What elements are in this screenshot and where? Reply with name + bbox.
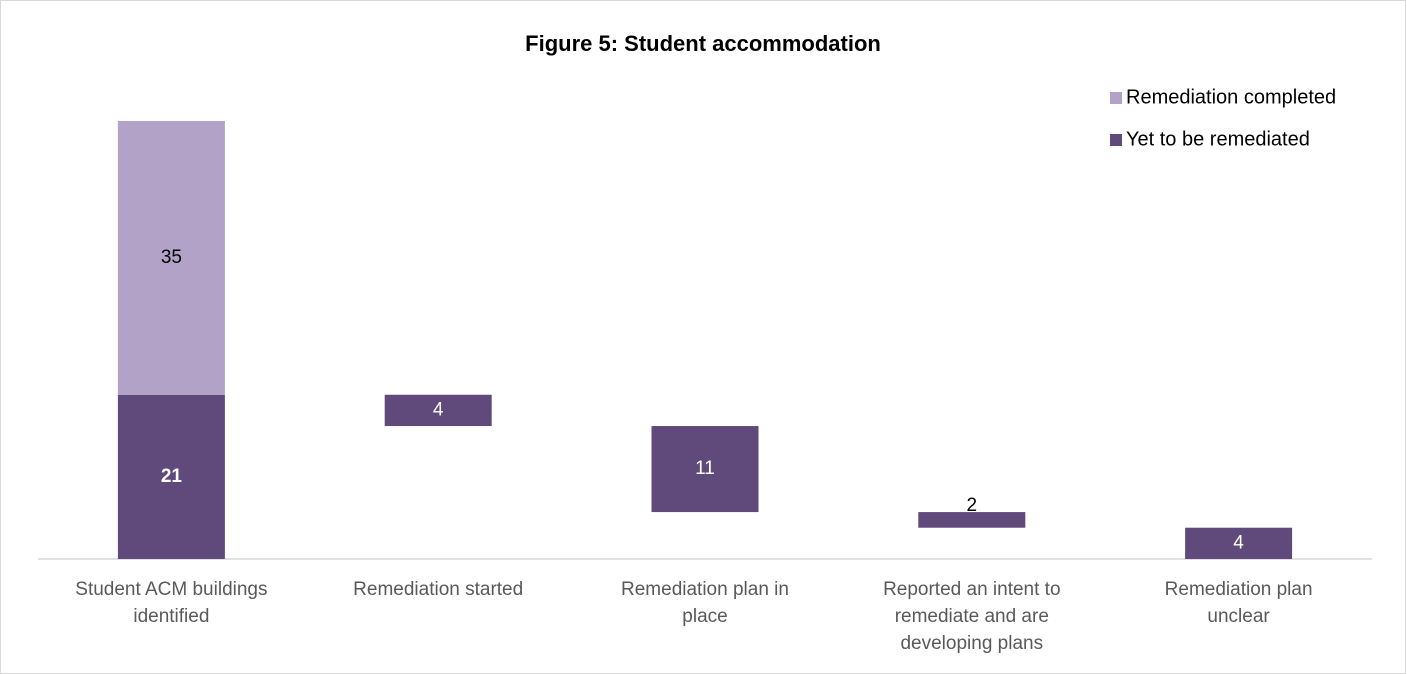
x-tick-label: Remediation started xyxy=(353,579,524,600)
bar xyxy=(918,512,1026,528)
data-label: 4 xyxy=(433,399,444,420)
data-label: 21 xyxy=(161,466,183,487)
legend-label: Remediation completed xyxy=(1126,86,1336,108)
data-label: 4 xyxy=(1233,532,1244,553)
x-tick-label: Reported an intent to remediate and are … xyxy=(883,579,1061,654)
data-label: 2 xyxy=(967,495,978,516)
bar xyxy=(651,426,759,513)
x-tick-label: Remediation plan unclear xyxy=(1164,579,1313,627)
legend-marker xyxy=(1110,134,1122,146)
x-tick-label: Remediation plan in place xyxy=(621,579,789,627)
x-tick-label: Student ACM buildings identified xyxy=(75,579,268,627)
legend-marker xyxy=(1110,92,1122,104)
data-label: 35 xyxy=(161,247,182,268)
chart-title: Figure 5: Student accommodation xyxy=(525,31,881,56)
bar xyxy=(117,121,225,395)
bar xyxy=(384,394,492,427)
bar xyxy=(1185,527,1293,559)
legend-label: Yet to be remediated xyxy=(1126,128,1310,150)
bar xyxy=(117,394,225,559)
data-label: 11 xyxy=(695,458,715,479)
